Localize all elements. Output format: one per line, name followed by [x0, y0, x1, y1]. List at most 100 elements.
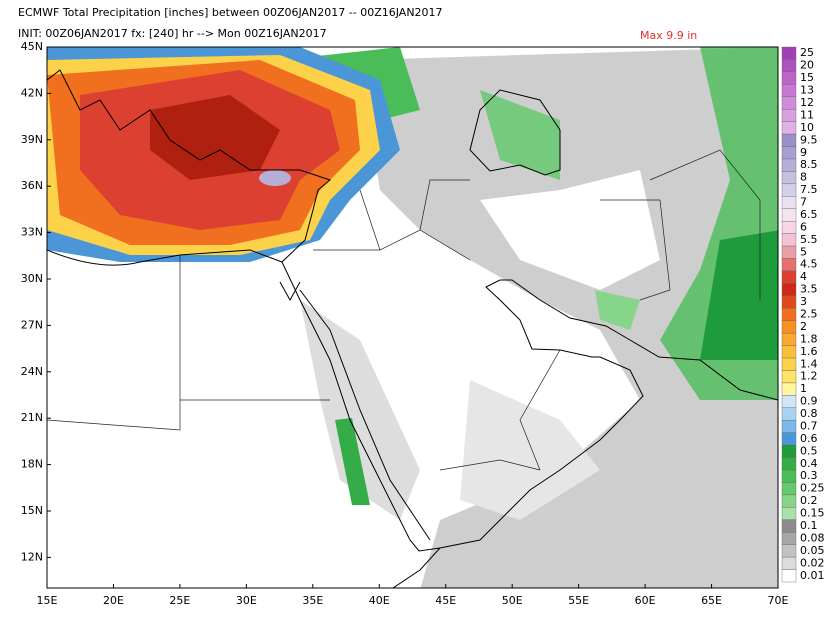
moderate-precip — [335, 418, 370, 505]
colorbar-label: 8 — [800, 171, 807, 184]
colorbar-swatch — [781, 196, 797, 209]
colorbar-swatch — [781, 71, 797, 85]
lon-label: 25E — [169, 594, 190, 607]
colorbar-swatch — [781, 308, 797, 321]
lat-label: 15N — [21, 504, 43, 517]
colorbar-label: 11 — [800, 108, 814, 121]
heavy-precip — [700, 230, 778, 360]
colorbar-label: 5 — [800, 245, 807, 258]
colorbar-label: 9 — [800, 146, 807, 159]
colorbar-label: 25 — [800, 46, 814, 59]
colorbar-swatch — [781, 420, 797, 433]
colorbar-swatch — [781, 109, 797, 122]
colorbar-label: 12 — [800, 96, 814, 109]
coastline — [439, 279, 778, 549]
colorbar-label: 0.7 — [800, 419, 818, 432]
colorbar-label: 10 — [800, 121, 814, 134]
colorbar-label: 1.2 — [800, 370, 818, 383]
colorbar-label: 0.6 — [800, 432, 818, 445]
colorbar-swatch — [781, 46, 797, 60]
colorbar-swatch — [781, 171, 797, 185]
colorbar-swatch — [781, 507, 797, 520]
colorbar-swatch — [781, 544, 797, 558]
colorbar-swatch — [781, 84, 797, 97]
colorbar-swatch — [781, 569, 797, 583]
colorbar-label: 0.08 — [800, 531, 825, 544]
colorbar-label: 13 — [800, 84, 814, 97]
dry-area — [460, 380, 600, 520]
colorbar-label: 0.05 — [800, 544, 825, 557]
max-label: Max 9.9 in — [640, 29, 697, 42]
colorbar-swatch — [781, 245, 797, 259]
colorbar-swatch — [781, 444, 797, 458]
colorbar-swatch — [781, 59, 797, 73]
colorbar-label: 9.5 — [800, 133, 818, 146]
colorbar-swatch — [781, 121, 797, 135]
colorbar-swatch — [781, 283, 797, 297]
lon-label: 60E — [635, 594, 656, 607]
lat-label: 33N — [21, 226, 43, 239]
colorbar-label: 6 — [800, 220, 807, 233]
colorbar-swatch — [781, 208, 797, 222]
lon-label: 45E — [435, 594, 456, 607]
colorbar-swatch — [781, 432, 797, 446]
precip-field — [150, 95, 280, 180]
lat-label: 36N — [21, 179, 43, 192]
lat-label: 45N — [21, 40, 43, 53]
colorbar-swatch — [781, 370, 797, 384]
lat-label: 24N — [21, 365, 43, 378]
lat-label: 12N — [21, 550, 43, 563]
border — [47, 149, 761, 471]
lat-label: 27N — [21, 318, 43, 331]
init-line: INIT: 00Z06JAN2017 fx: [240] hr --> Mon … — [18, 27, 327, 40]
colorbar-swatch — [781, 494, 797, 508]
coastline — [392, 547, 441, 588]
colorbar-swatch — [781, 146, 797, 160]
colorbar-label: 8.5 — [800, 158, 818, 171]
title: ECMWF Total Precipitation [inches] betwe… — [18, 6, 443, 19]
lon-label: 70E — [768, 594, 789, 607]
lon-label: 30E — [236, 594, 257, 607]
colorbar-label: 0.9 — [800, 395, 818, 408]
map-frame — [46, 46, 779, 589]
caspian-sea — [469, 89, 561, 176]
colorbar-swatch — [781, 532, 797, 545]
colorbar-label: 0.15 — [800, 507, 825, 520]
colorbar-label: 2 — [800, 320, 807, 333]
colorbar-swatch — [781, 258, 797, 272]
lat-label: 18N — [21, 458, 43, 471]
colorbar-swatch — [781, 395, 797, 409]
colorbar-label: 0.01 — [800, 569, 825, 582]
colorbar-swatch — [781, 270, 797, 284]
light-precip — [360, 47, 778, 588]
lon-label: 65E — [701, 594, 722, 607]
colorbar-swatch — [781, 220, 797, 234]
colorbar-label: 1.6 — [800, 345, 818, 358]
colorbar-label: 0.25 — [800, 482, 825, 495]
colorbar-swatch — [781, 556, 797, 570]
colorbar-label: 20 — [800, 59, 814, 72]
colorbar-label: 4 — [800, 270, 807, 283]
precip-max — [259, 170, 291, 186]
colorbar-swatch — [781, 469, 797, 483]
lon-label: 40E — [369, 594, 390, 607]
colorbar-swatch — [781, 382, 797, 396]
colorbar-swatch — [781, 320, 797, 334]
lon-label: 50E — [502, 594, 523, 607]
lon-label: 35E — [302, 594, 323, 607]
colorbar-swatch — [781, 519, 797, 533]
colorbar-swatch — [781, 183, 797, 197]
lon-label: 20E — [103, 594, 124, 607]
colorbar-swatch — [781, 158, 797, 172]
colorbar-label: 1 — [800, 382, 807, 395]
map — [46, 46, 779, 589]
colorbar-swatch — [781, 233, 797, 247]
lat-label: 39N — [21, 133, 43, 146]
colorbar-label: 3 — [800, 295, 807, 308]
colorbar-label: 3.5 — [800, 283, 818, 296]
colorbar-swatch — [781, 357, 797, 371]
colorbar-label: 0.2 — [800, 494, 818, 507]
colorbar-swatch — [781, 345, 797, 359]
colorbar-swatch — [781, 133, 797, 147]
